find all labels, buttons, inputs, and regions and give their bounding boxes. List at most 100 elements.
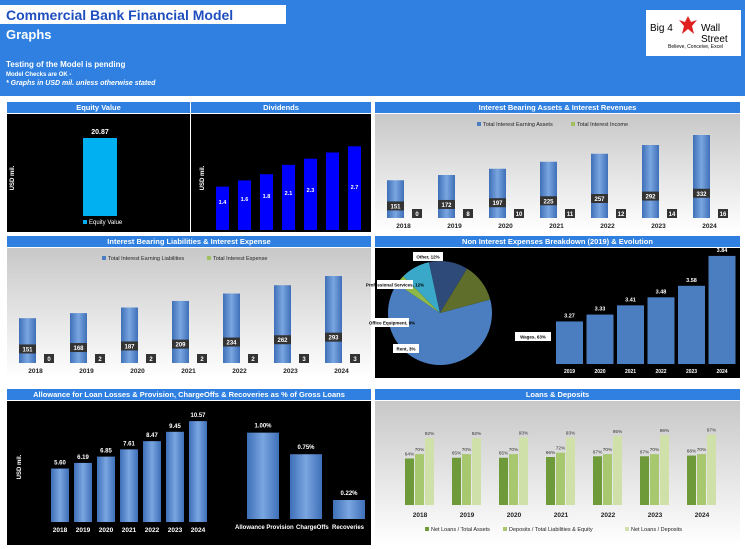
dividends-ylabel: USD mil. <box>200 165 206 190</box>
status-line-3: * Graphs in USD mil. unless otherwise st… <box>6 80 156 87</box>
page-title: Commercial Bank Financial Model <box>6 7 234 23</box>
loans-x-tick: 2022 <box>601 512 616 519</box>
loans-data-label: 70% <box>415 447 425 453</box>
legend-label-2: Total Interest Income <box>577 122 628 128</box>
allowance-data-label: 5.60 <box>54 461 66 467</box>
ib-assets-chart: Total Interest Earning Assets Total Inter… <box>375 114 740 232</box>
x-tick-label: 2020 <box>498 223 513 230</box>
data-label-series-2: 2 <box>149 357 153 363</box>
legend-swatch-2 <box>571 122 575 126</box>
data-label-series-1: 172 <box>441 203 452 209</box>
x-tick-label: 2023 <box>283 368 298 375</box>
pie-label-box <box>413 252 443 261</box>
loans-bar <box>650 454 659 505</box>
nie-data-label: 3.33 <box>595 307 606 313</box>
data-label-box <box>514 209 524 218</box>
equity-bar <box>83 138 117 216</box>
loans-data-label: 66% <box>546 450 556 456</box>
data-label-box <box>197 354 207 363</box>
loans-legend-label: Deposits / Total Liabilities & Equity <box>509 527 593 533</box>
allowance-data-label: 8.47 <box>146 433 158 439</box>
loans-bar <box>519 437 528 505</box>
nie-bar <box>617 305 644 364</box>
loans-bar <box>603 454 612 505</box>
dividend-bar <box>238 180 251 230</box>
x-tick-label: 2022 <box>600 223 615 230</box>
loans-bar <box>546 457 555 505</box>
data-label-series-1: 151 <box>390 204 401 210</box>
dividend-bar <box>260 174 273 230</box>
data-label-box <box>387 201 404 211</box>
loans-bar <box>566 437 575 505</box>
dividend-data-label: 1.6 <box>241 197 249 203</box>
panel-title-equity: Equity Value <box>7 102 190 113</box>
loans-data-label: 68% <box>687 449 697 455</box>
loans-legend-label: Net Loans / Total Assets <box>431 527 490 533</box>
pie-label-box <box>515 332 551 341</box>
loans-data-label: 93% <box>566 430 576 436</box>
dividend-data-label: 1.8 <box>263 194 271 200</box>
x-tick-label: 2019 <box>79 368 94 375</box>
nie-data-label: 3.48 <box>656 289 667 295</box>
data-label-box <box>489 198 506 208</box>
data-label-box <box>616 209 626 218</box>
x-tick-label: 2022 <box>232 368 247 375</box>
dividend-data-label: 2.1 <box>285 191 293 197</box>
allowance-x-tick: 2021 <box>122 527 137 534</box>
panel-title-nie: Non Interest Expenses Breakdown (2019) &… <box>375 236 740 247</box>
allowance-bar <box>143 441 161 522</box>
equity-ylabel: USD mil. <box>10 165 16 190</box>
allowance-bar <box>120 449 138 522</box>
x-tick-label: 2020 <box>130 368 145 375</box>
loans-deposits-chart: 64%70%92%201865%70%92%201965%70%93%20206… <box>375 401 740 545</box>
data-label-box <box>248 354 258 363</box>
data-label-box <box>172 339 189 349</box>
data-label-series-1: 332 <box>696 192 707 198</box>
loans-data-label: 70% <box>697 447 707 453</box>
data-label-series-2: 0 <box>47 357 51 363</box>
nie-x-tick: 2023 <box>686 369 697 375</box>
data-label-box <box>299 354 309 363</box>
dividend-bar <box>326 152 339 230</box>
allowance-data-label: 10.57 <box>190 413 206 419</box>
legend-label-1: Total Interest Earning Liabilities <box>108 256 184 262</box>
x-tick-label: 2018 <box>28 368 43 375</box>
nie-data-label: 3.27 <box>564 313 575 319</box>
data-label-series-2: 3 <box>302 357 306 363</box>
loans-data-label: 65% <box>499 451 509 457</box>
loans-x-tick: 2019 <box>460 512 475 519</box>
allowance-bar <box>97 456 115 522</box>
allowance-x-tick: 2019 <box>76 527 91 534</box>
company-logo: Big 4 Wall Street Believe, Conceive, Exc… <box>646 10 741 56</box>
panel-title-dividends: Dividends <box>191 102 371 113</box>
provision-x-tick: Allowance Provision <box>235 525 294 531</box>
equity-value-chart: USD mil. 20.87 Equity Value <box>7 114 190 232</box>
nie-chart: Wages, 63% Rent, 3% Office Equipment, 9% Pr… <box>366 248 740 378</box>
loans-bar <box>640 456 649 505</box>
data-label-series-2: 0 <box>415 212 419 218</box>
pie-slice <box>440 268 491 313</box>
loans-bar <box>697 454 706 505</box>
dividend-bar <box>348 146 361 230</box>
allowance-chart: USD mil. 5.60 2018 6.19 2019 6.85 2020 7.61 202… <box>7 401 371 545</box>
pie-slice-label: Rent, 3% <box>396 347 415 352</box>
allowance-x-tick: 2018 <box>53 527 68 534</box>
data-label-series-1: 197 <box>492 201 503 207</box>
data-label-box <box>19 344 36 354</box>
allowance-x-tick: 2020 <box>99 527 114 534</box>
provision-x-tick: ChargeOffs <box>296 525 329 531</box>
panel-title-ib-assets: Interest Bearing Assets & Interest Reven… <box>375 102 740 113</box>
dividend-data-label: 2.7 <box>351 185 359 191</box>
data-label-box <box>70 343 87 353</box>
data-label-series-2: 12 <box>618 212 625 218</box>
logo-tagline: Believe, Conceive, Excel <box>668 44 724 50</box>
allowance-x-tick: 2024 <box>191 527 206 534</box>
data-label-box <box>121 341 138 351</box>
data-label-box <box>565 209 575 218</box>
bar-series-1 <box>387 180 404 218</box>
dividends-chart: USD mil. 1.4 1.6 1.8 2.1 2.3 2.7 <box>191 114 371 232</box>
nie-bar <box>586 314 614 364</box>
ib-liabilities-chart: Total Interest Earning Liabilities Total … <box>7 248 371 378</box>
legend-swatch-2 <box>207 256 211 260</box>
x-tick-label: 2024 <box>334 368 349 375</box>
